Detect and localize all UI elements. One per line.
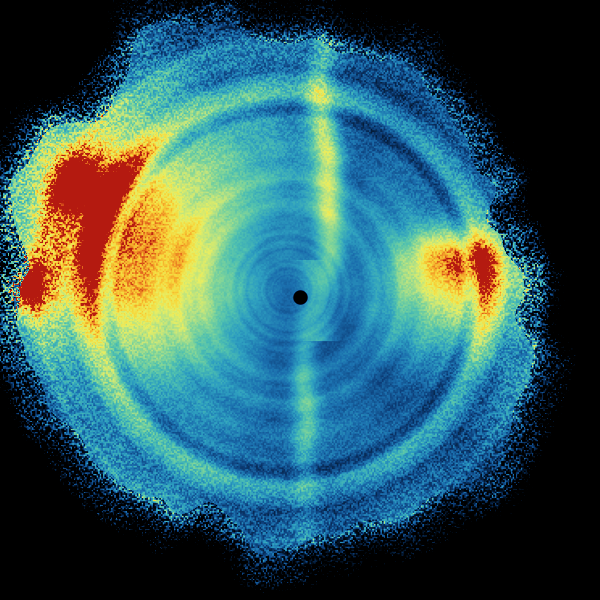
sky-image-canvas [0,0,600,600]
false-color-sky-map [0,0,600,600]
